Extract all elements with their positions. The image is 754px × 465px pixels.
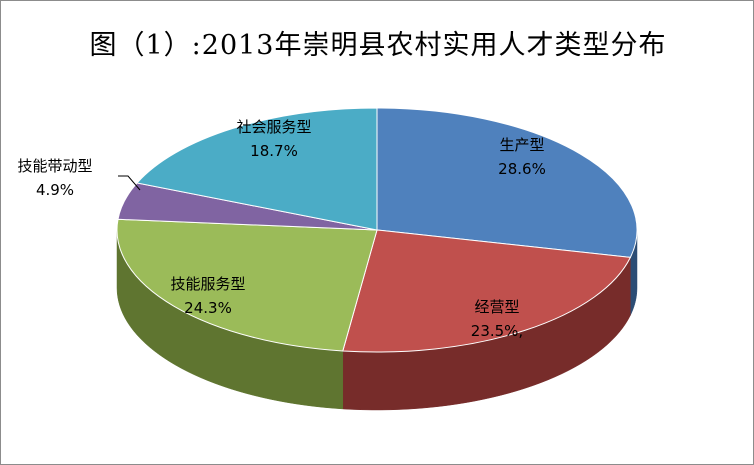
label-production-value: 28.6%	[498, 160, 546, 178]
label-skill-leading-value: 4.9%	[36, 181, 74, 199]
slice-social-service	[136, 107, 378, 231]
label-skill-service-name: 技能服务型	[170, 275, 245, 293]
leader-line	[118, 175, 141, 191]
slice-skill-service	[116, 218, 378, 352]
pie-tops	[116, 107, 638, 353]
label-social-service-name: 社会服务型	[236, 118, 311, 136]
chart-title: 图（1）:2013年崇明县农村实用人才类型分布	[89, 30, 667, 61]
slice-production	[376, 107, 638, 258]
label-skill-service-value: 24.3%	[184, 299, 232, 317]
label-skill-leading-name: 技能带动型	[17, 157, 92, 175]
pie-labels: 生产型 28.6% 经营型 23.5%, 技能服务型 24.3% 技能带动型 4.9% 社会服务…	[17, 118, 545, 340]
label-social-service-value: 18.7%	[250, 142, 298, 160]
label-business-value: 23.5%,	[471, 322, 523, 340]
label-production-name: 生产型	[499, 136, 544, 154]
label-business-name: 经营型	[474, 298, 519, 316]
slice-business	[342, 229, 632, 353]
